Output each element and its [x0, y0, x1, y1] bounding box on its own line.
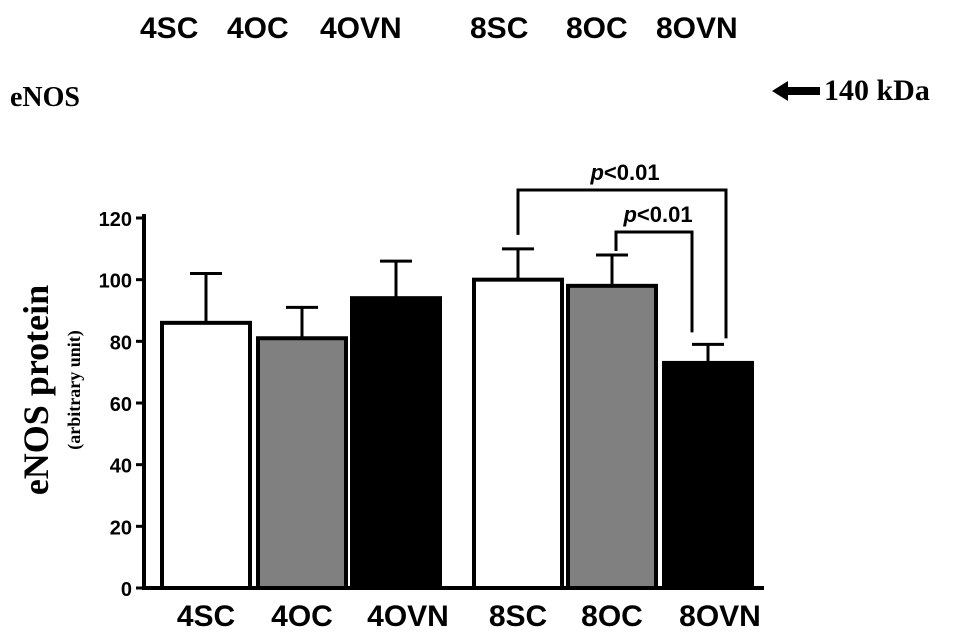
y-tick-label: 60 [110, 394, 132, 416]
y-tick-label: 20 [110, 517, 132, 539]
y-axis-subtitle: (arbitrary unit) [64, 330, 85, 449]
x-label-4oc: 4OC [271, 600, 333, 633]
chart-x-labels: 4SC 4OC 4OVN 8SC 8OC 8OVN [177, 600, 761, 633]
bar-8ovn [664, 363, 752, 588]
bar-8sc [474, 280, 562, 588]
x-label-8ovn: 8OVN [679, 600, 761, 633]
y-tick-label: 0 [121, 579, 132, 601]
x-label-4sc: 4SC [177, 600, 235, 633]
bar-4sc [162, 323, 250, 588]
significance-label: p<0.01 [589, 160, 659, 185]
chart-bars [162, 280, 752, 588]
y-axis-title: eNOS protein [16, 285, 56, 495]
bar-4ovn [352, 298, 440, 588]
chart-y-axis-title: eNOS protein (arbitrary unit) [16, 285, 85, 495]
bar-8oc [568, 286, 656, 588]
y-tick-label: 80 [110, 332, 132, 354]
y-tick-label: 40 [110, 456, 132, 478]
y-tick-label: 100 [99, 271, 132, 293]
y-tick-label: 120 [99, 209, 132, 231]
chart-y-ticks: 0 20 40 60 80 100 120 [99, 209, 144, 601]
x-label-4ovn: 4OVN [367, 600, 449, 633]
x-label-8oc: 8OC [581, 600, 643, 633]
significance-label: p<0.01 [622, 202, 692, 227]
x-label-8sc: 8SC [489, 600, 547, 633]
bar-4oc [258, 338, 346, 588]
